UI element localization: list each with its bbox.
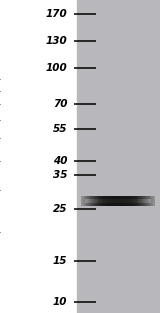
Bar [77, 0, 160, 313]
Text: 130: 130 [45, 36, 67, 46]
Text: 70: 70 [53, 99, 67, 109]
Text: 15: 15 [53, 256, 67, 266]
Text: 170: 170 [45, 9, 67, 19]
Text: 10: 10 [53, 297, 67, 307]
Text: 55: 55 [53, 124, 67, 134]
Text: 100: 100 [45, 63, 67, 73]
Text: 35: 35 [53, 170, 67, 180]
Text: 25: 25 [53, 204, 67, 214]
Text: 40: 40 [53, 156, 67, 166]
